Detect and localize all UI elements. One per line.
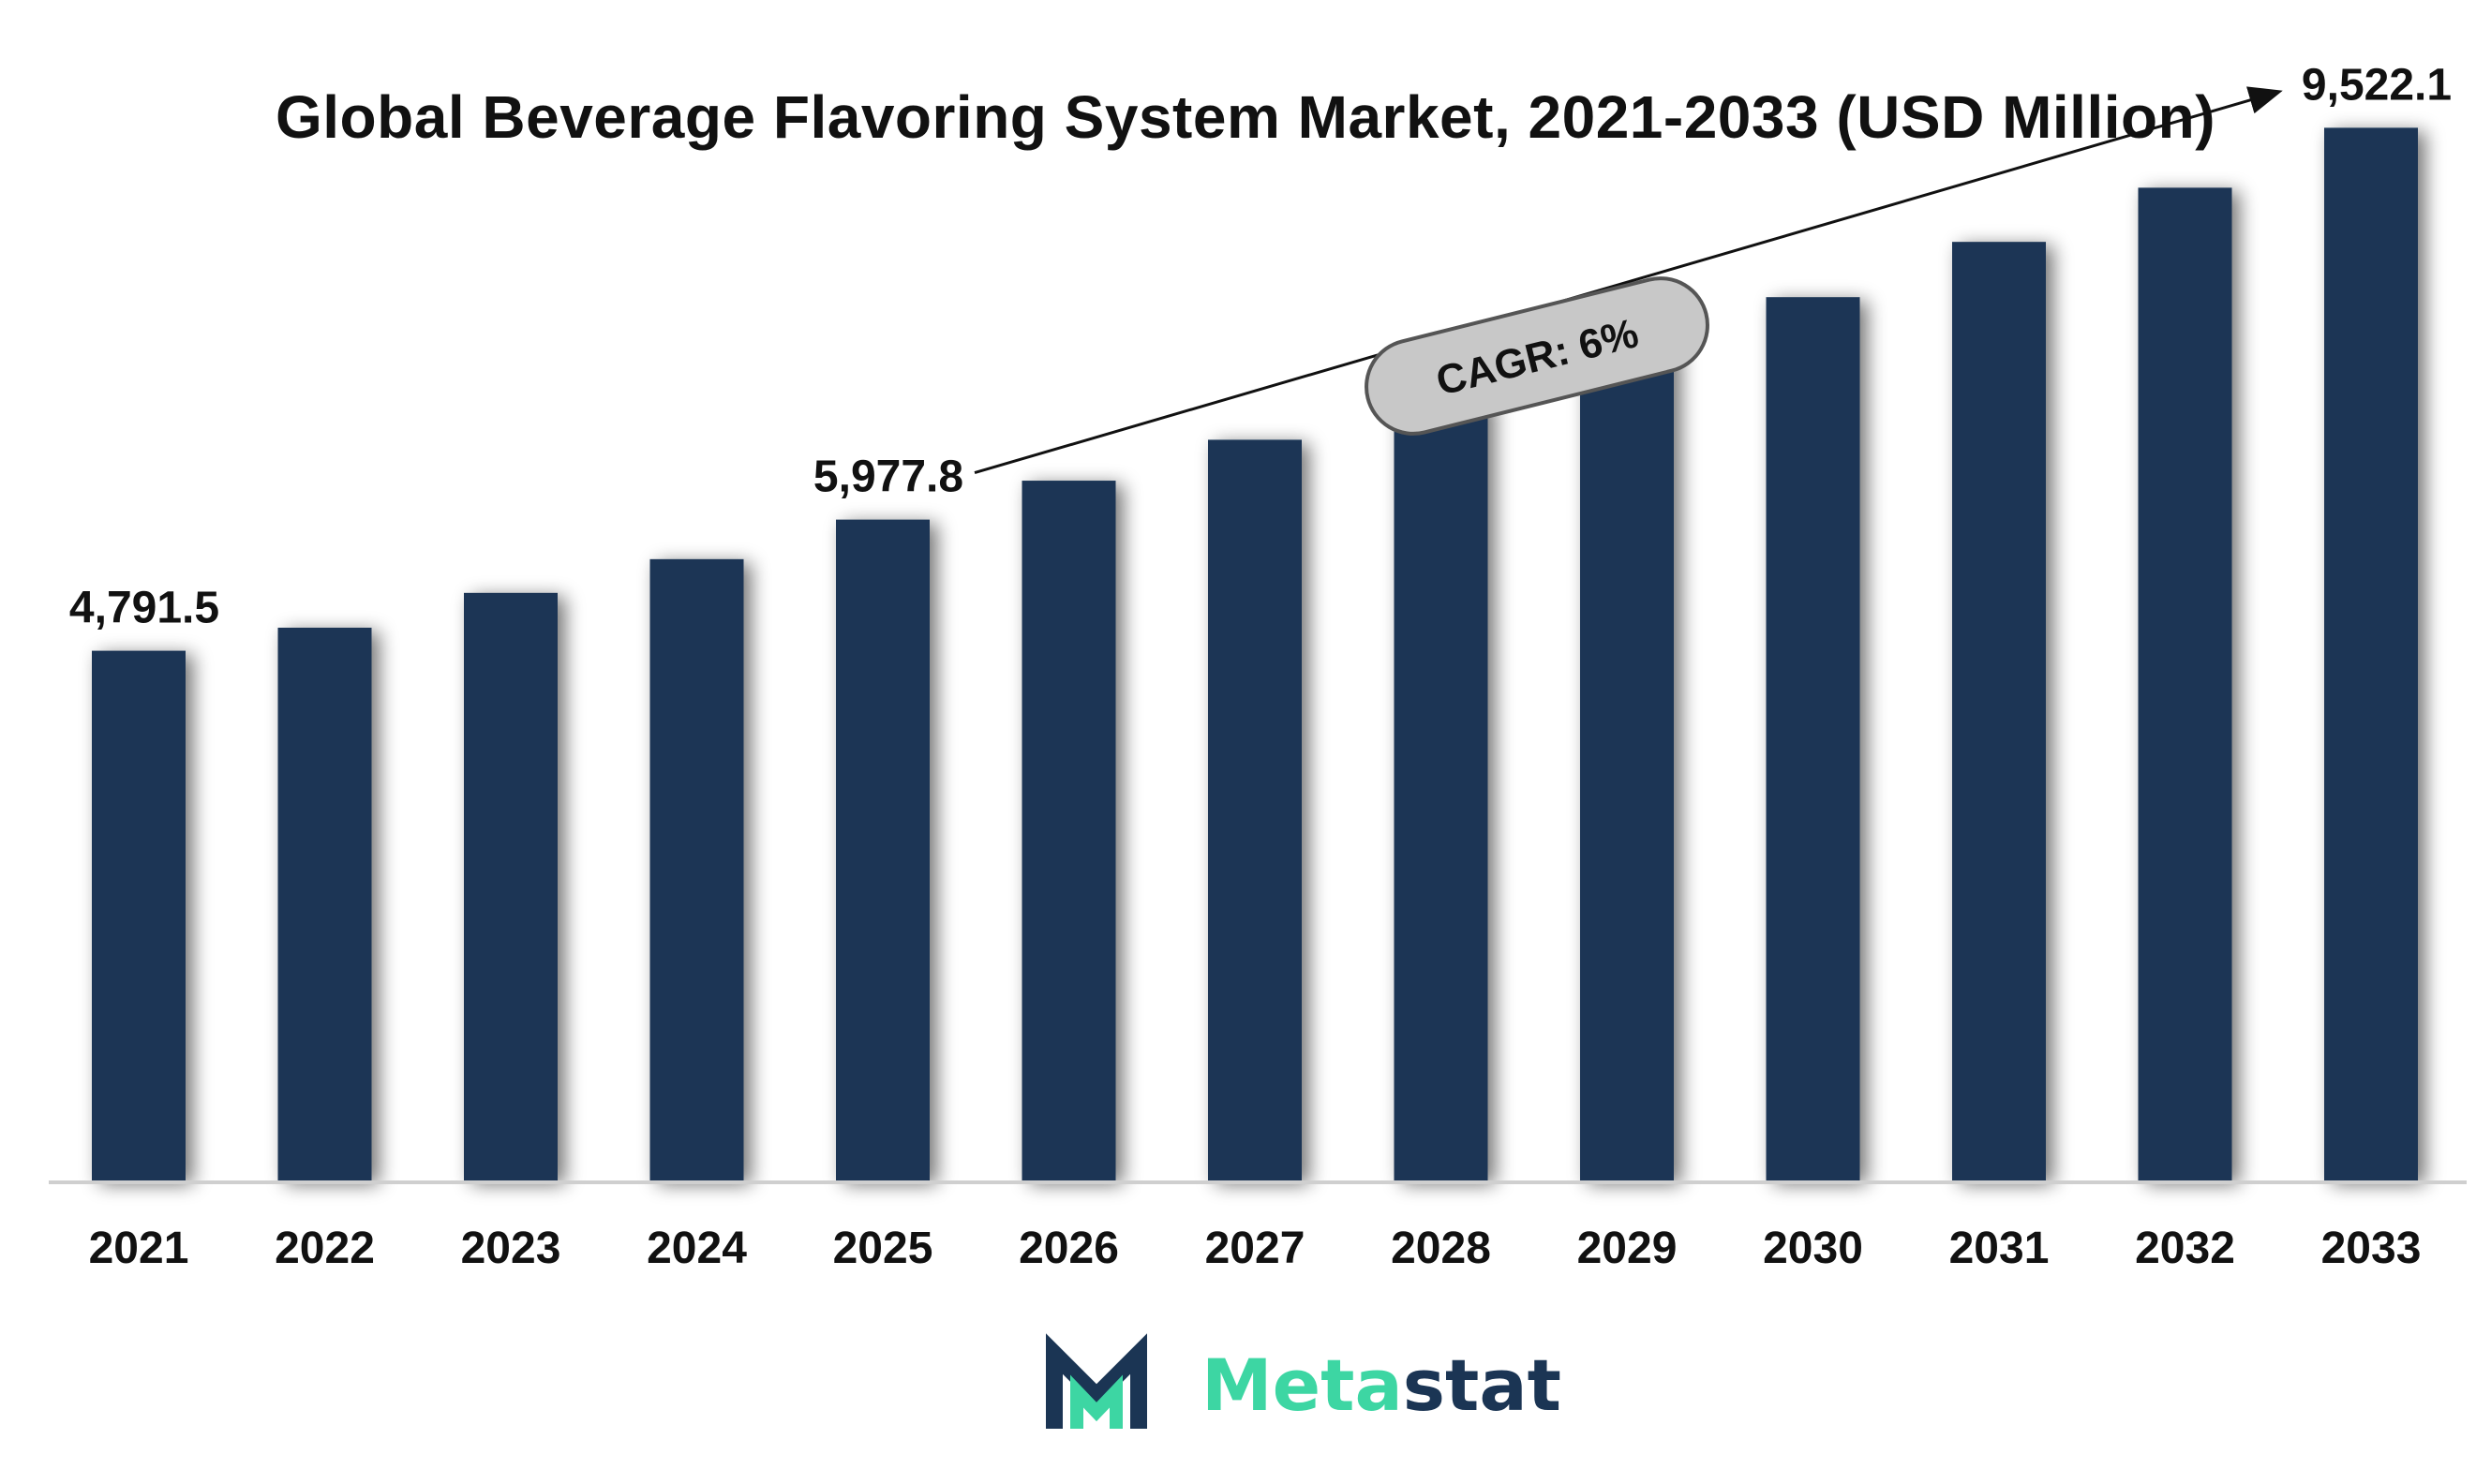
x-tick-label-2033: 2033 bbox=[2321, 1224, 2422, 1273]
x-tick-label-2025: 2025 bbox=[833, 1224, 933, 1273]
bar-2026 bbox=[1022, 481, 1116, 1180]
cagr-arrow bbox=[974, 86, 2283, 475]
metastat-m-icon bbox=[1046, 1333, 1147, 1429]
x-tick-label-2022: 2022 bbox=[275, 1224, 375, 1273]
bar-2024 bbox=[649, 558, 744, 1180]
bar-2025 bbox=[836, 519, 930, 1180]
chart-title: Global Beverage Flavoring System Market,… bbox=[275, 83, 2216, 151]
bar-2032 bbox=[2138, 187, 2232, 1181]
logo-text-meta: Meta bbox=[1201, 1343, 1403, 1427]
bar-2031 bbox=[1952, 242, 2046, 1180]
x-tick-label-2024: 2024 bbox=[647, 1224, 747, 1273]
bar-2021 bbox=[92, 650, 186, 1180]
bar-2023 bbox=[464, 592, 558, 1180]
x-tick-label-2029: 2029 bbox=[1577, 1224, 1678, 1273]
x-tick-label-2032: 2032 bbox=[2135, 1224, 2235, 1273]
data-label-2021: 4,791.5 bbox=[69, 584, 219, 633]
bar-2027 bbox=[1208, 439, 1302, 1180]
x-tick-label-2021: 2021 bbox=[89, 1224, 189, 1273]
bar-2022 bbox=[277, 628, 372, 1180]
x-tick-label-2030: 2030 bbox=[1763, 1224, 1863, 1273]
x-tick-label-2023: 2023 bbox=[461, 1224, 561, 1273]
svg-text:Metastat: Metastat bbox=[1201, 1343, 1561, 1427]
x-tick-label-2026: 2026 bbox=[1019, 1224, 1119, 1273]
x-tick-label-2028: 2028 bbox=[1391, 1224, 1491, 1273]
bar-2028 bbox=[1394, 397, 1488, 1180]
bar-2030 bbox=[1766, 297, 1860, 1180]
metastat-logo: Metastat bbox=[1046, 1333, 1561, 1429]
x-tick-label-2031: 2031 bbox=[1949, 1224, 2050, 1273]
x-tick-label-2027: 2027 bbox=[1205, 1224, 1305, 1273]
logo-text-stat: stat bbox=[1403, 1343, 1561, 1427]
bar-2033 bbox=[2324, 127, 2418, 1180]
data-label-2025: 5,977.8 bbox=[813, 453, 963, 502]
bar-2029 bbox=[1580, 348, 1674, 1181]
data-label-2033: 9,522.1 bbox=[2302, 60, 2452, 110]
